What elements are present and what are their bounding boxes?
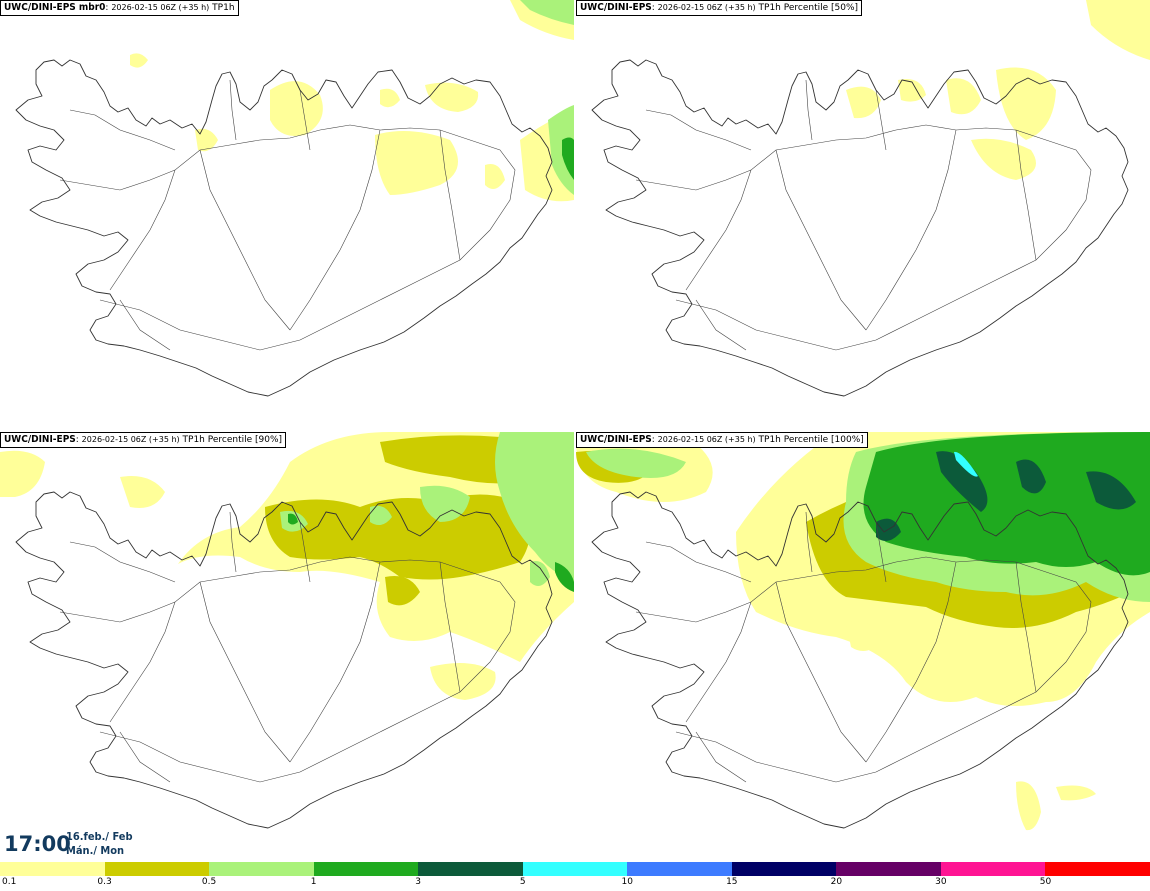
precip-map-p100: [576, 432, 1150, 831]
colorbar-segment: [104, 862, 210, 876]
colorbar-tick-labels: 0.1 0.3 0.5 1 3 5 10 15 20 30 50: [0, 876, 1150, 891]
colorbar-tick: 0.5: [201, 877, 217, 887]
precip-map-member0: [15, 0, 574, 397]
colorbar-tick: 1: [310, 877, 317, 887]
field-label: TP1h Percentile [50%]: [758, 3, 859, 13]
map-panel-p90: UWC/DINI-EPS: 2026-02-15 06Z (+35 h) TP1…: [0, 432, 574, 860]
colorbar-tick: 15: [726, 877, 738, 887]
colorbar-segment: [522, 862, 628, 876]
precip-map-p50: [591, 0, 1150, 397]
model-label: UWC/DINI-EPS mbr0: [4, 2, 106, 13]
colorbar-segment: [209, 862, 315, 876]
colorbar-segment: [418, 862, 524, 876]
colorbar-segment: [313, 862, 419, 876]
colorbar-segment: [1045, 862, 1150, 876]
map-panel-member0: UWC/DINI-EPS mbr0: 2026-02-15 06Z (+35 h…: [0, 0, 574, 428]
panel-title-p100: UWC/DINI-EPS: 2026-02-15 06Z (+35 h) TP1…: [576, 432, 868, 448]
colorbar-tick: 5: [519, 877, 526, 887]
colorbar-tick: 3: [415, 877, 422, 887]
precip-map-p90: [0, 432, 574, 829]
colorbar-segment: [0, 862, 106, 876]
valid-date-line2: Mán./ Mon: [66, 844, 125, 857]
valid-time-box: 17:00 16.feb./ Feb Mán./ Mon: [0, 826, 140, 862]
precip-colorbar: [0, 862, 1150, 876]
model-label: UWC/DINI-EPS: [4, 434, 76, 445]
field-label: TP1h Percentile [100%]: [758, 435, 864, 445]
colorbar-tick: 0.3: [97, 877, 112, 887]
colorbar-tick: 0.1: [2, 877, 17, 887]
valid-time: 17:00: [4, 832, 71, 856]
map-panel-p100: UWC/DINI-EPS: 2026-02-15 06Z (+35 h) TP1…: [576, 432, 1150, 860]
colorbar-tick: 50: [1039, 877, 1052, 887]
colorbar-tick: 20: [830, 877, 843, 887]
map-panel-p50: UWC/DINI-EPS: 2026-02-15 06Z (+35 h) TP1…: [576, 0, 1150, 428]
colorbar-segment: [940, 862, 1046, 876]
valid-date-line1: 16.feb./ Feb: [66, 830, 133, 843]
run-label: 2026-02-15 06Z (+35 h): [81, 435, 180, 444]
field-label: TP1h Percentile [90%]: [182, 435, 283, 445]
colorbar-tick: 30: [935, 877, 947, 887]
colorbar-segment: [731, 862, 837, 876]
panel-title-member0: UWC/DINI-EPS mbr0: 2026-02-15 06Z (+35 h…: [0, 0, 239, 16]
model-label: UWC/DINI-EPS: [580, 2, 652, 13]
model-label: UWC/DINI-EPS: [580, 434, 652, 445]
panel-title-p90: UWC/DINI-EPS: 2026-02-15 06Z (+35 h) TP1…: [0, 432, 287, 448]
run-label: 2026-02-15 06Z (+35 h): [657, 435, 756, 444]
valid-date: 16.feb./ Feb Mán./ Mon: [66, 830, 133, 858]
run-label: 2026-02-15 06Z (+35 h): [657, 3, 756, 12]
run-label: 2026-02-15 06Z (+35 h): [111, 3, 210, 12]
field-label: TP1h: [212, 3, 235, 13]
colorbar-segment: [627, 862, 733, 876]
panel-divider-horizontal: [0, 428, 1150, 432]
colorbar-segment: [836, 862, 942, 876]
panel-title-p50: UWC/DINI-EPS: 2026-02-15 06Z (+35 h) TP1…: [576, 0, 863, 16]
colorbar-tick: 10: [621, 877, 633, 887]
